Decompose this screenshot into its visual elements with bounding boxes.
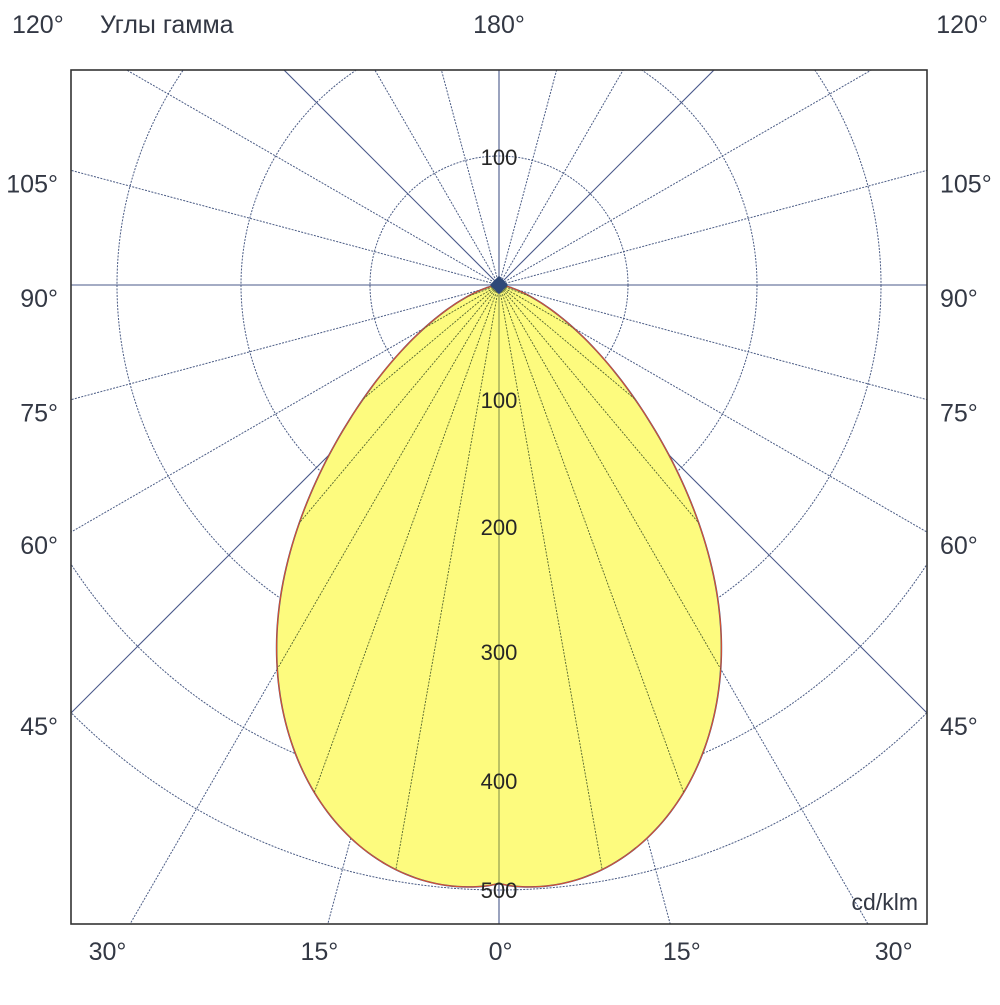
svg-text:200: 200 [481,515,518,540]
svg-text:Углы гамма: Углы гамма [100,11,234,39]
svg-text:75°: 75° [940,400,978,428]
svg-text:60°: 60° [20,532,58,560]
svg-text:100: 100 [481,388,518,413]
svg-text:105°: 105° [6,170,58,198]
svg-text:15°: 15° [663,938,701,966]
svg-text:120°: 120° [936,11,988,39]
svg-text:cd/klm: cd/klm [852,889,918,915]
svg-text:30°: 30° [875,938,913,966]
svg-text:0°: 0° [489,938,513,966]
svg-text:15°: 15° [300,938,338,966]
svg-text:180°: 180° [473,11,525,39]
svg-text:120°: 120° [12,11,64,39]
svg-text:45°: 45° [20,713,58,741]
svg-text:90°: 90° [20,285,58,313]
svg-text:300: 300 [481,640,518,665]
svg-text:45°: 45° [940,713,978,741]
svg-text:105°: 105° [940,170,992,198]
svg-text:100: 100 [481,145,518,170]
svg-text:30°: 30° [89,938,127,966]
svg-text:90°: 90° [940,285,978,313]
svg-text:400: 400 [481,769,518,794]
svg-text:60°: 60° [940,532,978,560]
svg-text:75°: 75° [20,400,58,428]
svg-text:500: 500 [481,878,518,903]
